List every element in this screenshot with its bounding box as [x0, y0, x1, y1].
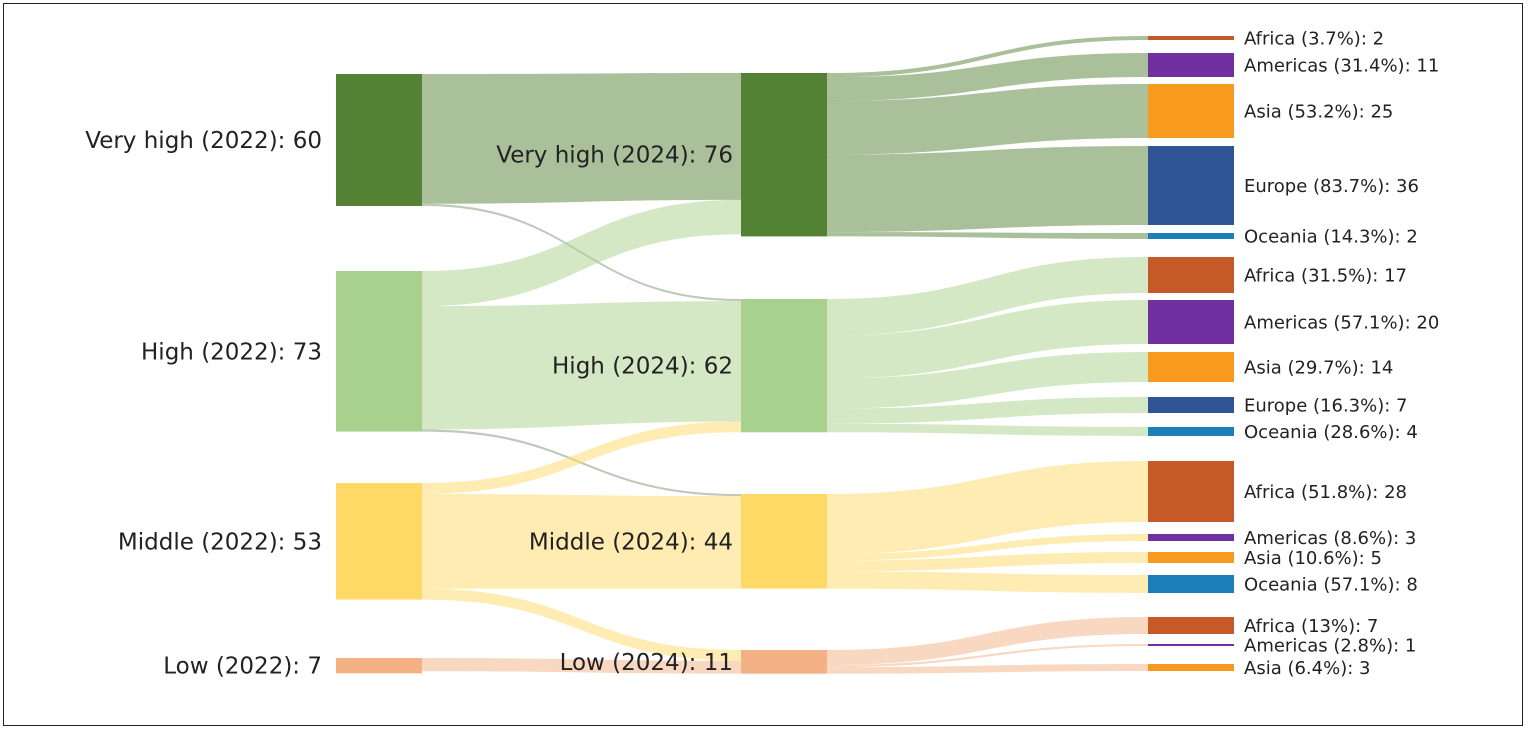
node-m22 [336, 483, 422, 600]
flow-m24-to-asia [827, 552, 1148, 572]
flow-l24-to-africa [827, 617, 1148, 666]
flow-links [422, 36, 1148, 674]
flow-m22-to-m24 [422, 494, 741, 589]
flow-h22-to-h24 [422, 301, 741, 430]
region-label-vh24-americas: Americas (31.4%): 11 [1244, 56, 1439, 77]
region-label-h24-americas: Americas (57.1%): 20 [1244, 313, 1439, 334]
region-label-m24-africa: Africa (51.8%): 28 [1244, 482, 1407, 503]
flow-m22-to-h24 [422, 421, 741, 494]
region-node-m24-oceania [1148, 575, 1234, 593]
flow-h24-to-asia [827, 352, 1148, 409]
flow-vh24-to-oceania [827, 232, 1148, 239]
region-node-vh24-africa [1148, 36, 1234, 40]
region-label-h24-oceania: Oceania (28.6%): 4 [1244, 422, 1418, 443]
flow-m22-to-l24 [422, 588, 741, 661]
region-label-l24-africa: Africa (13%): 7 [1244, 616, 1378, 637]
region-label-h24-africa: Africa (31.5%): 17 [1244, 266, 1407, 287]
label-h24: High (2024): 62 [552, 354, 733, 380]
flow-l24-to-asia [827, 664, 1148, 674]
region-label-l24-americas: Americas (2.8%): 1 [1244, 636, 1416, 657]
flow-m24-to-americas [827, 534, 1148, 561]
flow-h24-to-oceania [827, 423, 1148, 436]
label-m24: Middle (2024): 44 [529, 529, 733, 555]
region-label-m24-asia: Asia (10.6%): 5 [1244, 548, 1382, 569]
region-label-vh24-africa: Africa (3.7%): 2 [1244, 29, 1384, 50]
region-node-vh24-asia [1148, 84, 1234, 138]
label-l24: Low (2024): 11 [560, 650, 733, 676]
region-node-vh24-oceania [1148, 233, 1234, 239]
label-l22: Low (2022): 7 [163, 654, 322, 680]
region-label-l24-asia: Asia (6.4%): 3 [1244, 658, 1370, 679]
node-vh22 [336, 74, 422, 206]
region-label-m24-americas: Americas (8.6%): 3 [1244, 528, 1416, 549]
label-m22: Middle (2022): 53 [118, 529, 322, 555]
node-m24 [741, 494, 827, 589]
flow-h24-to-europe [827, 397, 1148, 424]
region-node-m24-asia [1148, 552, 1234, 563]
flow-h24-to-africa [827, 257, 1148, 336]
flow-vh24-to-asia [827, 84, 1148, 155]
node-labels: Very high (2022): 60 High (2022): 73 Middl… [85, 29, 1439, 680]
region-label-vh24-europe: Europe (83.7%): 36 [1244, 176, 1419, 197]
flow-h24-to-americas [827, 300, 1148, 379]
node-l22 [336, 658, 422, 674]
label-vh24: Very high (2024): 76 [496, 143, 733, 169]
region-label-h24-asia: Asia (29.7%): 14 [1244, 358, 1393, 379]
region-node-m24-americas [1148, 534, 1234, 541]
flow-vh22-to-vh24 [422, 73, 741, 204]
flow-nodes [336, 36, 1234, 674]
region-node-vh24-europe [1148, 146, 1234, 225]
region-label-h24-europe: Europe (16.3%): 7 [1244, 396, 1408, 417]
flow-vh24-to-africa [827, 36, 1148, 78]
node-vh24 [741, 73, 827, 237]
region-node-h24-asia [1148, 352, 1234, 382]
region-node-vh24-americas [1148, 53, 1234, 77]
region-node-h24-oceania [1148, 427, 1234, 436]
figure-frame [3, 3, 1523, 726]
label-vh22: Very high (2022): 60 [85, 128, 322, 154]
region-node-l24-asia [1148, 664, 1234, 671]
flow-l22-to-l24 [422, 658, 741, 674]
region-node-h24-africa [1148, 257, 1234, 293]
region-label-vh24-asia: Asia (53.2%): 25 [1244, 102, 1393, 123]
flow-vh24-to-europe [827, 146, 1148, 233]
region-node-h24-europe [1148, 397, 1234, 413]
region-node-l24-africa [1148, 617, 1234, 634]
flow-l24-to-americas [827, 644, 1148, 668]
flow-h22-to-vh24 [422, 199, 741, 307]
node-h24 [741, 299, 827, 433]
region-node-l24-americas [1148, 644, 1234, 646]
region-node-m24-africa [1148, 461, 1234, 522]
flow-vh24-to-americas [827, 53, 1148, 101]
node-l24 [741, 650, 827, 674]
node-h22 [336, 271, 422, 432]
region-node-h24-americas [1148, 300, 1234, 344]
region-label-vh24-oceania: Oceania (14.3%): 2 [1244, 227, 1418, 248]
flow-m24-to-africa [827, 461, 1148, 555]
region-label-m24-oceania: Oceania (57.1%): 8 [1244, 575, 1418, 596]
flow-m24-to-oceania [827, 571, 1148, 593]
label-h22: High (2022): 73 [141, 339, 322, 365]
